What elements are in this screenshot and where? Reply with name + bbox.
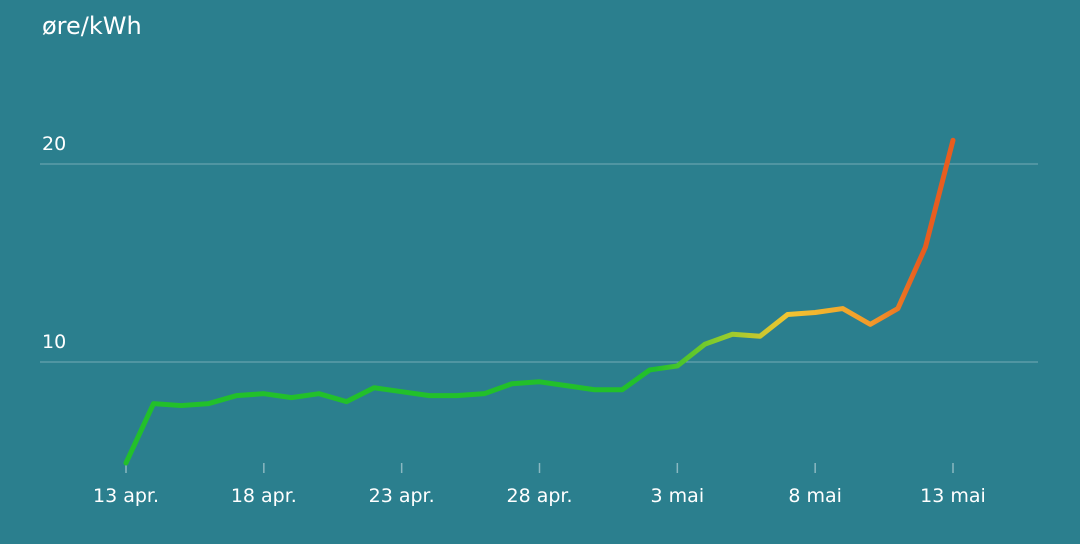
y-tick-label-10: 10 (42, 331, 66, 353)
data-point-4-mai (702, 342, 707, 347)
y-tick-label-20: 20 (42, 133, 66, 155)
data-point-11-mai (895, 306, 900, 311)
x-tick-label-3: 28 apr. (506, 485, 572, 507)
data-point-19-apr (289, 395, 294, 400)
data-point-29-apr (565, 383, 570, 388)
data-point-24-apr (427, 393, 432, 398)
x-tick-label-2: 23 apr. (369, 485, 435, 507)
data-point-9-mai (840, 306, 845, 311)
data-point-13-apr (124, 460, 129, 465)
x-tick-label-0: 13 apr. (93, 485, 159, 507)
data-point-17-apr (234, 393, 239, 398)
x-tick-label-1: 18 apr. (231, 485, 297, 507)
data-point-1-mai (620, 387, 625, 392)
data-point-13-mai (951, 138, 956, 143)
y-tick-labels: 10 20 (42, 133, 66, 353)
data-point-20-apr (316, 391, 321, 396)
x-tick-label-4: 3 mai (651, 485, 705, 507)
y-axis-unit-label: øre/kWh (42, 12, 142, 40)
x-axis-ticks: 13 apr. 18 apr. 23 apr. 28 apr. 3 mai 8 mai 13… (93, 463, 986, 507)
data-point-16-apr (206, 401, 211, 406)
data-point-15-apr (179, 403, 184, 408)
data-point-2-mai (647, 367, 652, 372)
data-point-14-apr (151, 401, 156, 406)
x-tick-label-5: 8 mai (788, 485, 842, 507)
data-point-22-apr (372, 385, 377, 390)
data-points (124, 138, 956, 466)
x-tick-label-6: 13 mai (920, 485, 986, 507)
data-point-10-mai (868, 322, 873, 327)
data-point-18-apr (261, 391, 266, 396)
data-point-28-apr (537, 379, 542, 384)
data-point-6-mai (758, 334, 763, 339)
data-point-25-apr (454, 393, 459, 398)
grid-layer (40, 163, 1038, 363)
data-point-21-apr (344, 399, 349, 404)
data-point-7-mai (785, 312, 790, 317)
data-point-12-mai (923, 245, 928, 250)
data-point-30-apr (592, 387, 597, 392)
data-point-26-apr (482, 391, 487, 396)
data-point-8-mai (813, 310, 818, 315)
series-line-price (123, 137, 956, 466)
data-point-5-mai (730, 332, 735, 337)
data-point-23-apr (399, 389, 404, 394)
data-point-3-mai (675, 363, 680, 368)
data-point-27-apr (509, 381, 514, 386)
